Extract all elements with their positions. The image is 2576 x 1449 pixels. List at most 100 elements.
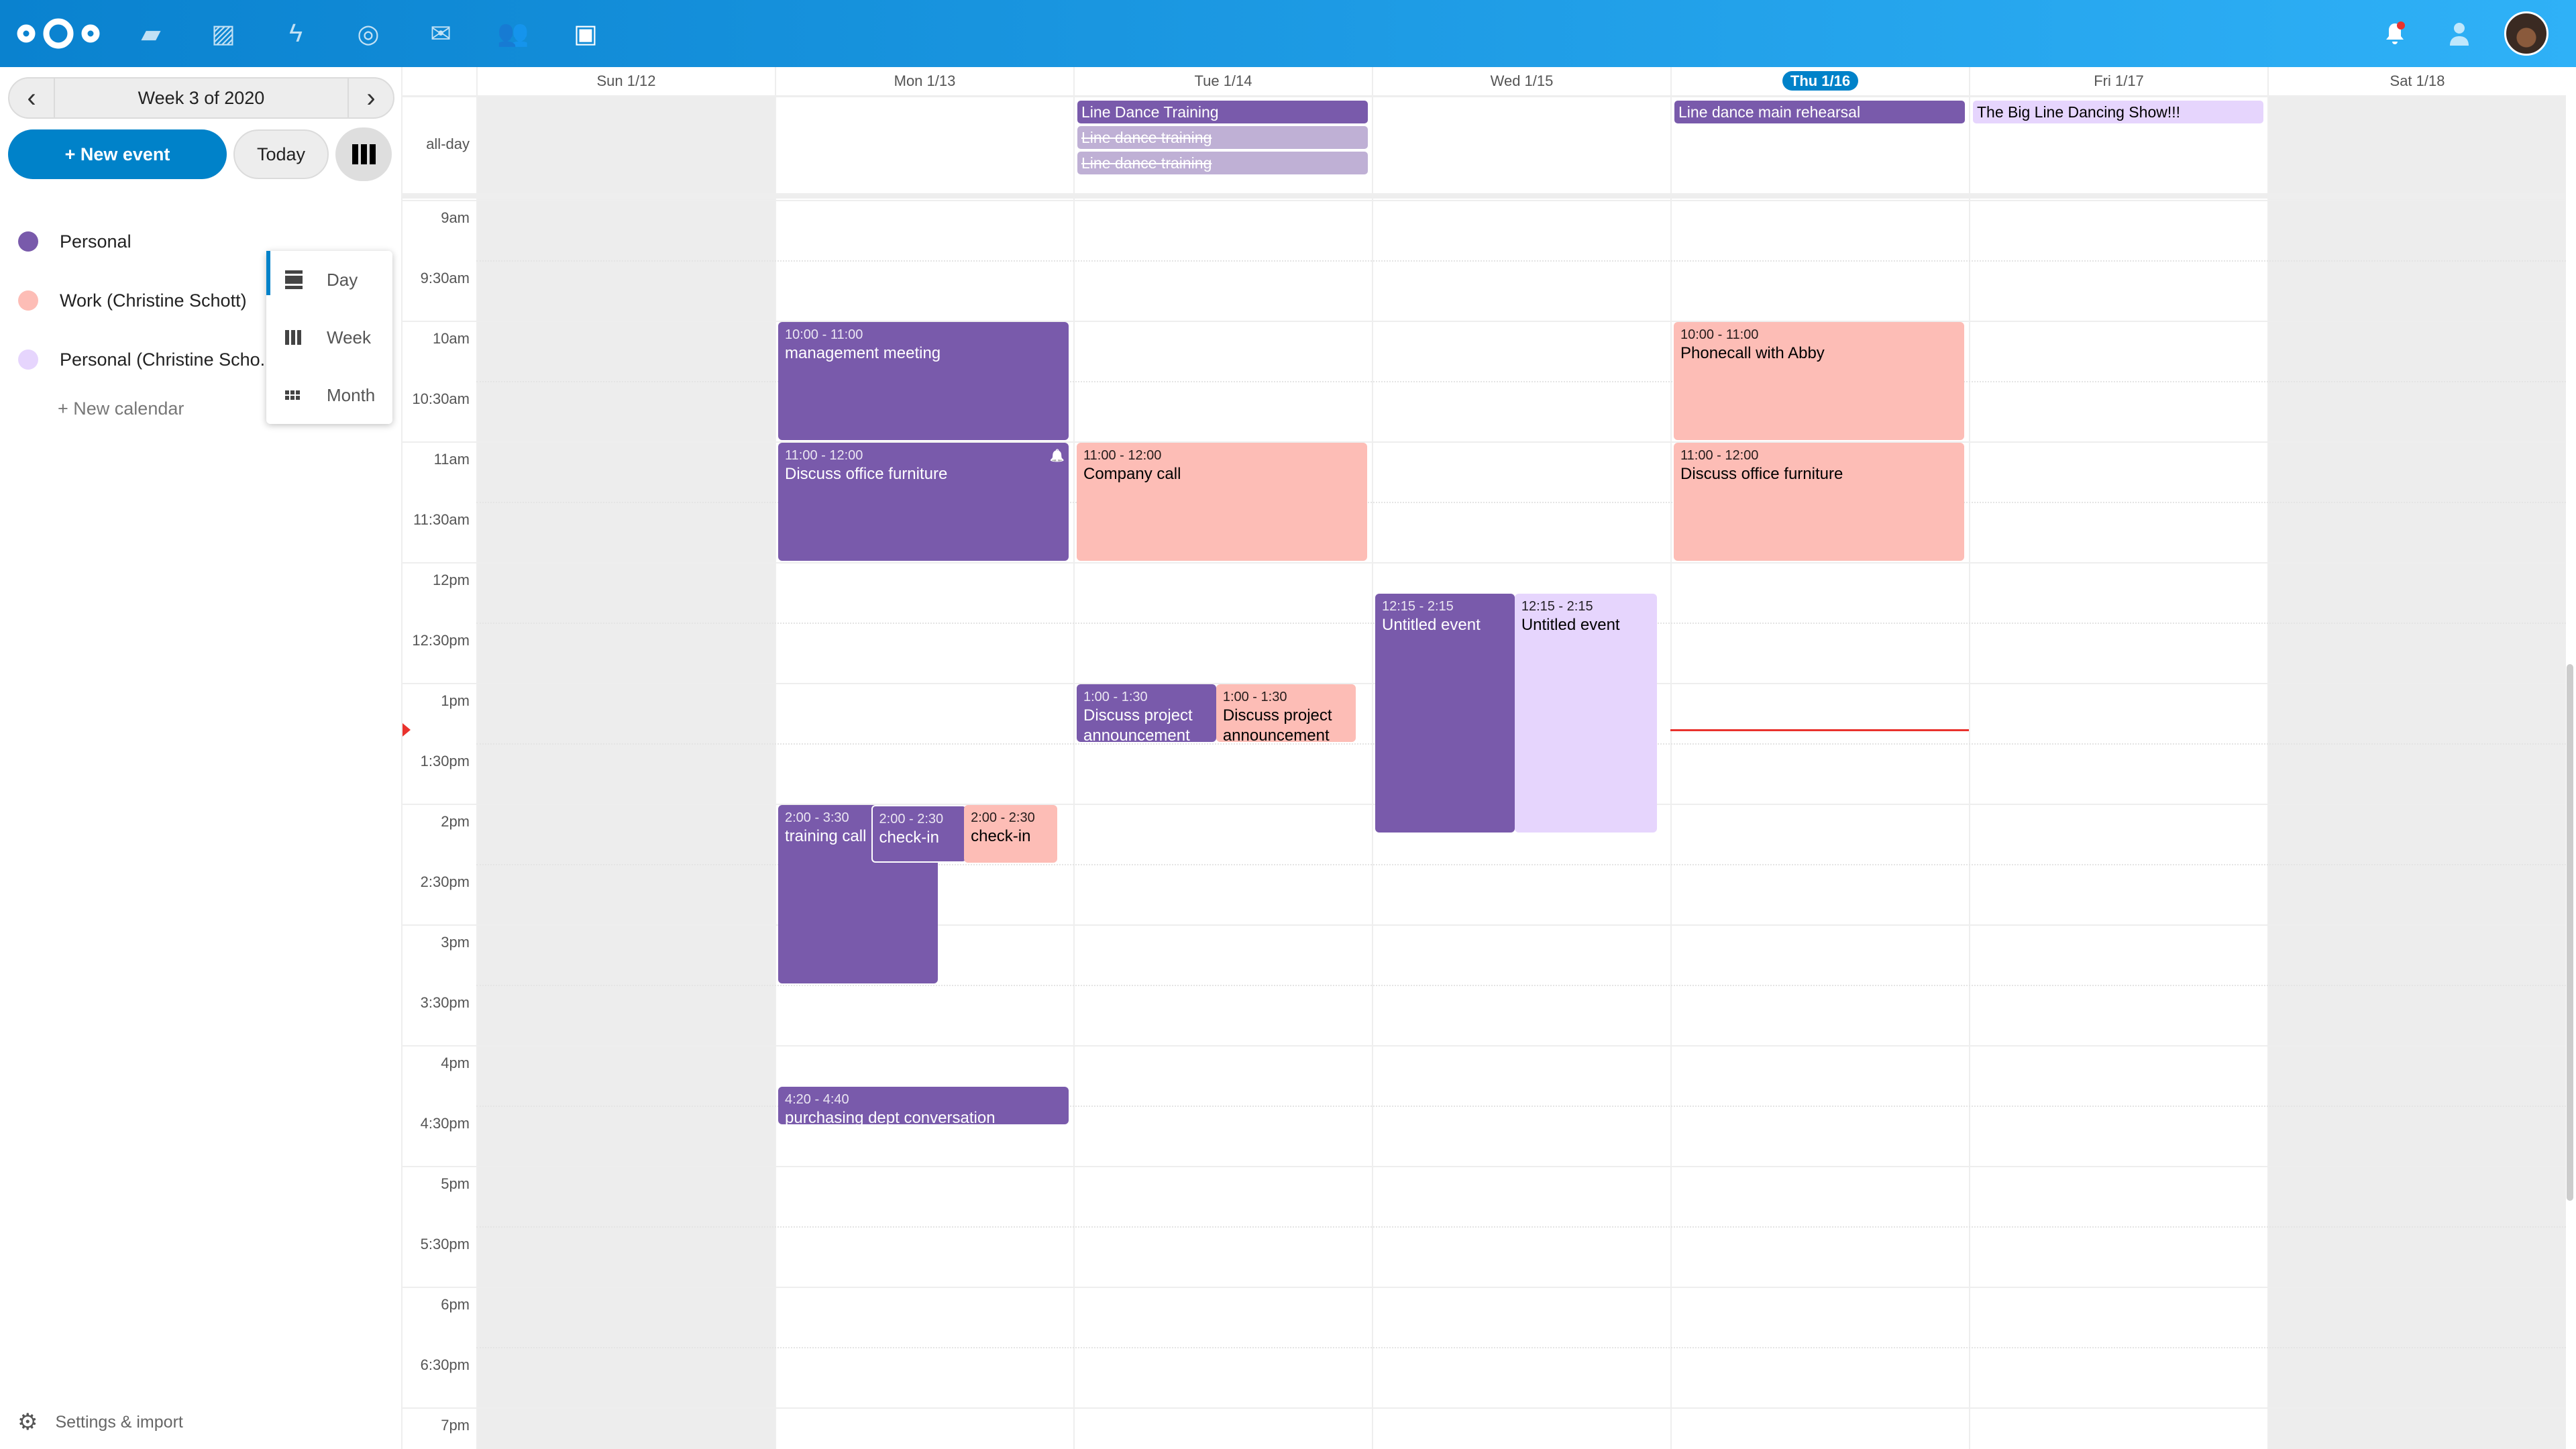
notifications-icon[interactable] (2380, 19, 2410, 48)
time-label: 9:30am (420, 270, 470, 286)
half-hour-line (476, 1106, 2566, 1107)
half-hour-line (476, 260, 2566, 262)
current-time-line (1670, 729, 1969, 731)
previous-week-button[interactable]: ‹ (27, 83, 36, 113)
settings-label: Settings & import (55, 1412, 183, 1432)
calendar-color-dot[interactable] (18, 231, 38, 252)
allday-event[interactable]: Line Dance Training (1077, 101, 1368, 123)
time-label: 5:30pm (420, 1236, 470, 1252)
calendar-event[interactable]: 12:15 - 2:15 Untitled event (1514, 594, 1657, 833)
allday-event[interactable]: Line dance training (1077, 126, 1368, 149)
view-menu: Day Week Month (266, 251, 392, 424)
calendar-event[interactable]: 11:00 - 12:00 Discuss office furniture 🔔 (778, 443, 1069, 561)
week-view-icon (352, 144, 376, 164)
allday-event[interactable]: Line dance main rehearsal (1674, 101, 1965, 123)
activity-icon[interactable]: ϟ (288, 19, 303, 48)
today-button[interactable]: Today (233, 129, 329, 179)
settings-import-button[interactable]: ⚙ Settings & import (17, 1409, 183, 1436)
day-column[interactable] (1372, 95, 1670, 1449)
calendar-item-work[interactable]: Work (Christine Schott) (0, 280, 402, 321)
event-title: training call (785, 827, 867, 845)
next-week-button[interactable]: › (366, 83, 376, 113)
view-month[interactable]: Month (266, 366, 392, 424)
sidebar: ‹ Week 3 of 2020 › + New event Today Day… (0, 67, 402, 1449)
view-week[interactable]: Week (266, 309, 392, 366)
new-calendar-button[interactable]: + New calendar (58, 398, 184, 419)
day-header[interactable]: Mon 1/13 (775, 67, 1073, 95)
view-day[interactable]: Day (266, 251, 392, 309)
calendar-event[interactable]: 1:00 - 1:30 Discuss project announcement (1077, 684, 1216, 742)
event-title: management meeting (785, 344, 941, 362)
calendar-color-dot[interactable] (18, 290, 38, 311)
calendar-event[interactable]: 10:00 - 11:00 Phonecall with Abby (1674, 322, 1964, 440)
talk-icon[interactable]: ◎ (357, 19, 380, 48)
event-time: 2:00 - 2:30 (879, 812, 944, 826)
day-header[interactable]: Tue 1/14 (1073, 67, 1372, 95)
event-title: check-in (879, 828, 939, 847)
calendar-icon[interactable]: ▣ (574, 19, 598, 48)
event-title: check-in (971, 827, 1031, 845)
day-column[interactable] (476, 95, 775, 1449)
day-header[interactable]: Wed 1/15 (1372, 67, 1670, 95)
day-column[interactable] (1670, 95, 1969, 1449)
event-title: Discuss office furniture (1680, 465, 1843, 483)
calendar-event[interactable]: 11:00 - 12:00 Discuss office furniture (1674, 443, 1964, 561)
time-label: 11:30am (413, 511, 470, 528)
allday-event[interactable]: Line dance training (1077, 152, 1368, 174)
calendar-event[interactable]: 10:00 - 11:00 management meeting (778, 322, 1069, 440)
half-hour-line (476, 502, 2566, 503)
event-title: purchasing dept conversation (785, 1108, 996, 1125)
day-header[interactable]: Thu 1/16 (1670, 67, 1969, 95)
allday-event[interactable]: The Big Line Dancing Show!!! (1973, 101, 2263, 123)
event-time: 10:00 - 11:00 (785, 327, 863, 342)
calendar-event[interactable]: 2:00 - 2:30 check-in (871, 805, 967, 863)
event-title: Phonecall with Abby (1680, 344, 1825, 362)
hour-line (402, 200, 2566, 201)
scrollbar[interactable] (2567, 664, 2573, 1201)
event-time: 1:00 - 1:30 (1083, 690, 1148, 704)
day-header[interactable]: Fri 1/17 (1969, 67, 2267, 95)
week-calendar-grid: Sun 1/12 Mon 1/13 Tue 1/14 Wed 1/15 Thu 1/16… (402, 67, 2576, 1449)
event-time: 2:00 - 2:30 (971, 810, 1035, 825)
calendar-event[interactable]: 4:20 - 4:40 purchasing dept conversation (778, 1086, 1069, 1125)
contacts-menu-icon[interactable] (2445, 19, 2474, 48)
calendar-event[interactable]: 1:00 - 1:30 Discuss project announcement (1216, 684, 1356, 742)
contacts-icon[interactable]: 👥 (497, 19, 529, 48)
hour-line (402, 1166, 2566, 1167)
calendar-color-dot[interactable] (18, 350, 38, 370)
calendar-event[interactable]: 12:15 - 2:15 Untitled event (1375, 594, 1515, 833)
event-time: 2:00 - 3:30 (785, 810, 849, 825)
view-day-label: Day (327, 269, 358, 290)
time-label: 12:30pm (412, 632, 470, 649)
calendar-name: Personal (Christine Scho... (60, 349, 276, 370)
calendar-item-personal[interactable]: Personal (0, 221, 402, 262)
new-event-button[interactable]: + New event (8, 129, 227, 179)
view-switcher-button[interactable] (335, 127, 392, 181)
time-label: 3pm (441, 934, 470, 951)
day-header-label: Tue 1/14 (1194, 72, 1252, 89)
time-label: 6:30pm (420, 1356, 470, 1373)
view-month-label: Month (327, 384, 376, 405)
day-header[interactable]: Sun 1/12 (476, 67, 775, 95)
calendar-event[interactable]: 11:00 - 12:00 Company call (1077, 443, 1367, 561)
hour-line (402, 562, 2566, 564)
week-label[interactable]: Week 3 of 2020 (54, 78, 349, 117)
half-hour-line (476, 864, 2566, 865)
user-avatar[interactable] (2504, 11, 2548, 56)
nextcloud-logo[interactable] (15, 15, 102, 52)
event-title: Company call (1083, 465, 1181, 483)
day-header-label: Thu 1/16 (1782, 71, 1859, 91)
files-icon[interactable]: ▰ (141, 19, 161, 48)
day-column[interactable] (1073, 95, 1372, 1449)
time-label: 5pm (441, 1175, 470, 1192)
day-header[interactable]: Sat 1/18 (2267, 67, 2566, 95)
mail-icon[interactable]: ✉ (430, 19, 451, 48)
time-label: 9am (441, 209, 470, 226)
day-column[interactable] (1969, 95, 2267, 1449)
top-navigation-bar: ▰ ▨ ϟ ◎ ✉ 👥 ▣ (0, 0, 2576, 67)
photos-icon[interactable]: ▨ (211, 19, 235, 48)
day-column[interactable] (775, 95, 1073, 1449)
calendar-event[interactable]: 2:00 - 2:30 check-in (964, 805, 1057, 863)
calendar-name: Personal (60, 231, 131, 252)
day-column[interactable] (2267, 95, 2566, 1449)
